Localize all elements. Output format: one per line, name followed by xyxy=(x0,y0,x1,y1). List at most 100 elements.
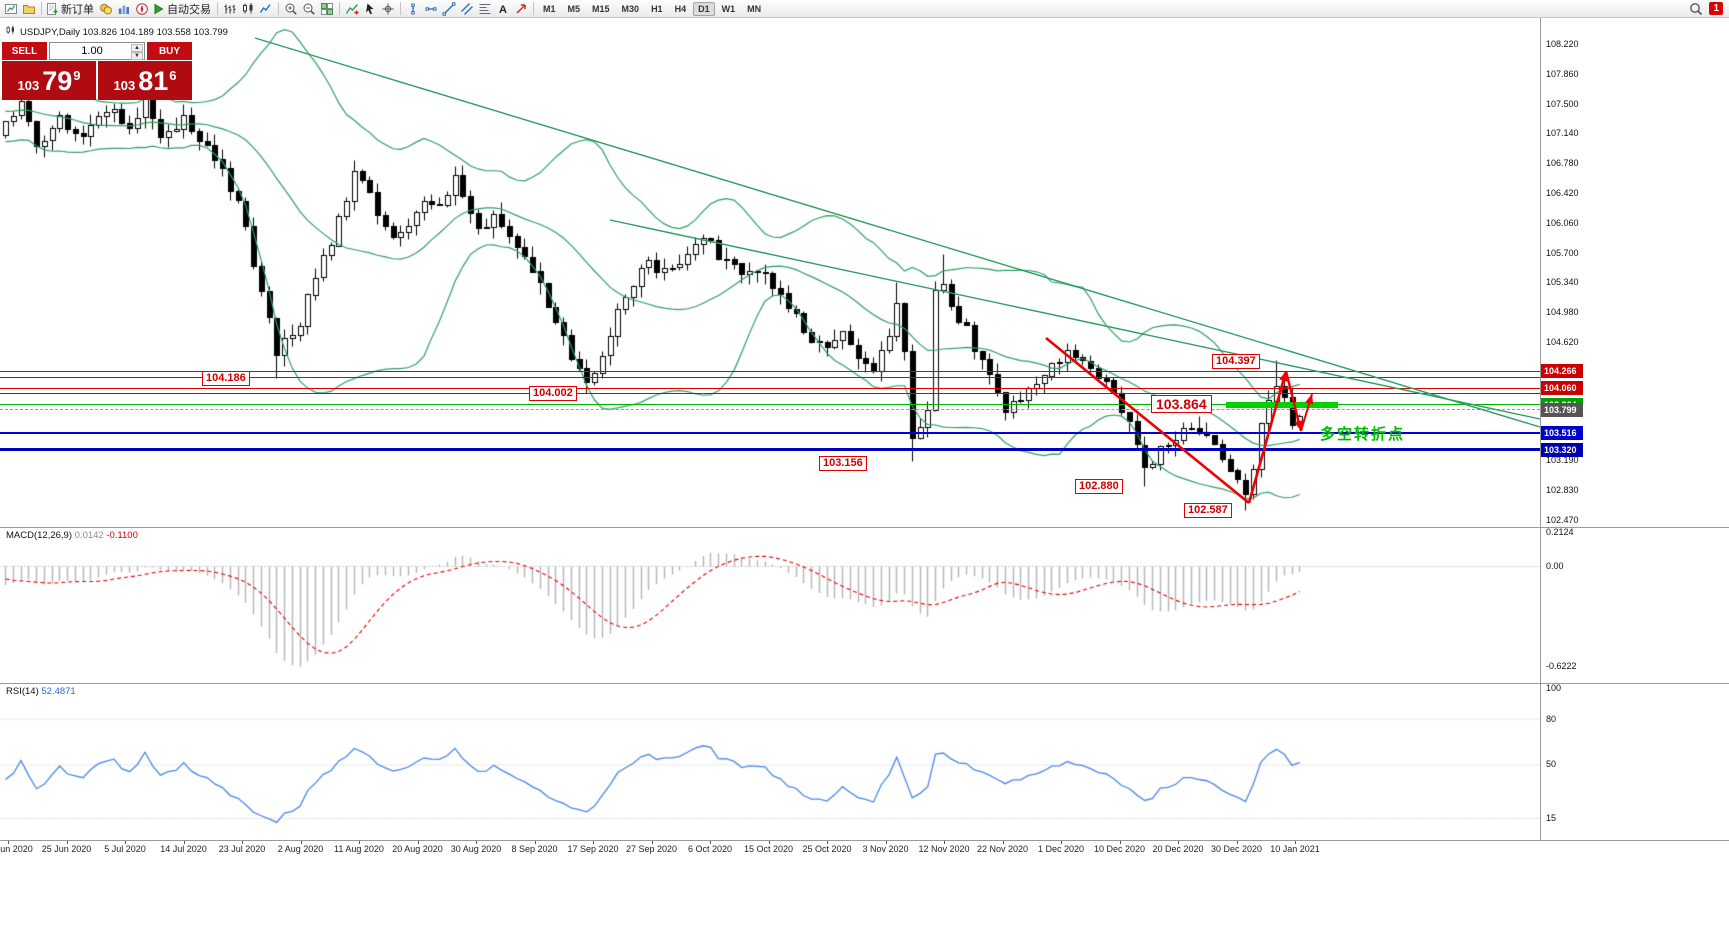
price-tag-104.060: 104.060 xyxy=(1541,381,1583,396)
channel-icon[interactable] xyxy=(458,1,476,17)
line-chart-icon[interactable] xyxy=(257,1,275,17)
rsi-name: RSI(14) xyxy=(6,686,39,697)
market-watch-icon[interactable] xyxy=(97,1,115,17)
axis-tick xyxy=(944,841,945,844)
data-window-icon[interactable] xyxy=(115,1,133,17)
axis-tick xyxy=(651,841,653,844)
autotrading-button-label: 自动交易 xyxy=(167,3,211,16)
panel-separator[interactable] xyxy=(0,840,1729,841)
volume-input[interactable] xyxy=(50,44,144,58)
volume-down-button[interactable]: ▼ xyxy=(131,52,143,60)
macd-scale-label: 0.2124 xyxy=(1546,526,1574,537)
trendline-icon[interactable] xyxy=(440,1,458,17)
rsi-label: RSI(14) 52.4871 xyxy=(6,686,76,697)
price-line-103.516 xyxy=(0,432,1540,435)
bar-chart-icon[interactable] xyxy=(221,1,239,17)
sell-price-small: 103 xyxy=(17,78,40,93)
chart-symbol-icon xyxy=(5,25,16,39)
panel-separator[interactable] xyxy=(0,527,1729,528)
horizontal-line-icon[interactable] xyxy=(422,1,440,17)
price-scale-label: 106.060 xyxy=(1546,217,1579,228)
axis-tick xyxy=(1061,841,1062,844)
zoom-in-icon[interactable] xyxy=(282,1,300,17)
axis-tick xyxy=(710,841,711,844)
chart-label-104.397: 104.397 xyxy=(1212,354,1260,369)
buy-price-small: 103 xyxy=(113,78,136,93)
indicators-icon[interactable] xyxy=(343,1,361,17)
text-label-icon[interactable]: A xyxy=(494,1,512,17)
autotrading-button[interactable]: 自动交易 xyxy=(151,1,214,17)
axis-tick xyxy=(1119,841,1121,844)
date-label: 11 Aug 2020 xyxy=(334,844,384,854)
date-label: 30 Aug 2020 xyxy=(450,844,502,854)
navigator-icon[interactable] xyxy=(133,1,151,17)
sell-price-display[interactable]: 103 79 9 xyxy=(2,61,96,100)
axis-tick xyxy=(300,841,302,844)
axis-tick xyxy=(183,841,185,844)
arrow-tools-icon[interactable] xyxy=(512,1,530,17)
date-label: 15 Oct 2020 xyxy=(743,844,794,854)
pivot-highlight-segment xyxy=(1226,401,1338,408)
toolbar-separator xyxy=(533,2,534,15)
axis-tick xyxy=(242,841,243,844)
axis-tick xyxy=(66,841,68,844)
timeframe-M30[interactable]: M30 xyxy=(621,3,640,14)
timeframe-H4[interactable]: H4 xyxy=(674,3,687,14)
cursor-icon[interactable] xyxy=(361,1,379,17)
macd-scale-label: -0.6222 xyxy=(1546,660,1577,671)
date-label: 10 Dec 2020 xyxy=(1093,844,1146,854)
timeframe-D1[interactable]: D1 xyxy=(693,1,715,16)
axis-tick xyxy=(359,841,360,844)
timeframe-M15[interactable]: M15 xyxy=(592,3,610,14)
price-scale-label: 103.190 xyxy=(1546,455,1579,466)
price-scale: 108.220 107.860 107.500 107.140 106.780 106.4… xyxy=(1540,18,1729,840)
price-line-103.799 xyxy=(0,409,1540,411)
panel-separator[interactable] xyxy=(0,683,1729,684)
buy-button[interactable]: BUY xyxy=(147,42,192,60)
price-scale-label: 107.500 xyxy=(1546,98,1579,109)
buy-price-big: 81 xyxy=(138,66,169,96)
axis-tick xyxy=(1236,841,1238,844)
toolbar-separator xyxy=(339,2,340,15)
price-tag-103.799: 103.799 xyxy=(1541,402,1583,417)
axis-tick xyxy=(476,841,477,844)
sell-button[interactable]: SELL xyxy=(2,42,47,60)
crosshair-icon[interactable] xyxy=(379,1,397,17)
vertical-line-icon[interactable] xyxy=(404,1,422,17)
candlestick-chart-icon[interactable] xyxy=(239,1,257,17)
fibonacci-icon[interactable] xyxy=(476,1,494,17)
notification-badge[interactable]: 1 xyxy=(1709,2,1723,15)
date-label: 2 Aug 2020 xyxy=(277,844,324,854)
sell-price-big: 79 xyxy=(42,66,73,96)
axis-tick xyxy=(885,841,887,844)
price-line-103.320 xyxy=(0,448,1540,452)
zoom-out-icon[interactable] xyxy=(300,1,318,17)
timeframe-M1[interactable]: M1 xyxy=(543,3,556,14)
new-order-button-label: 新订单 xyxy=(61,3,94,16)
rsi-scale-label: 50 xyxy=(1546,759,1557,770)
volume-up-button[interactable]: ▲ xyxy=(131,44,143,52)
turning-point-note: 多空转折点 xyxy=(1320,426,1406,443)
profiles-icon[interactable] xyxy=(20,1,38,17)
toolbar: 新订单 自动交易 A M1 M5 M15 M30 H1 H4 D1 W1 MN 1 xyxy=(0,0,1729,18)
price-scale-label: 105.700 xyxy=(1546,247,1579,258)
timeframe-MN[interactable]: MN xyxy=(747,3,762,14)
timeframe-H1[interactable]: H1 xyxy=(651,3,663,14)
macd-label: MACD(12,26,9) 0.0142 -0.1100 xyxy=(6,530,138,541)
symbol-ohlc-text: USDJPY,Daily 103.826 104.189 103.558 103… xyxy=(20,26,228,38)
search-icon[interactable] xyxy=(1687,1,1705,17)
tile-windows-icon[interactable] xyxy=(318,1,336,17)
date-label: 20 Aug 2020 xyxy=(392,844,443,854)
toolbar-separator xyxy=(400,2,401,15)
buy-price-display[interactable]: 103 81 6 xyxy=(98,61,192,100)
new-chart-icon[interactable] xyxy=(2,1,20,17)
date-label: 17 Sep 2020 xyxy=(567,844,619,854)
date-label: 27 Sep 2020 xyxy=(625,844,678,854)
new-order-button[interactable]: 新订单 xyxy=(45,1,97,17)
date-label: 8 Sep 2020 xyxy=(511,844,558,854)
toolbar-separator xyxy=(41,2,42,15)
date-label: 10 Jan 2021 xyxy=(1270,844,1320,854)
timeframe-W1[interactable]: W1 xyxy=(721,3,736,14)
timeframe-M5[interactable]: M5 xyxy=(567,3,581,14)
